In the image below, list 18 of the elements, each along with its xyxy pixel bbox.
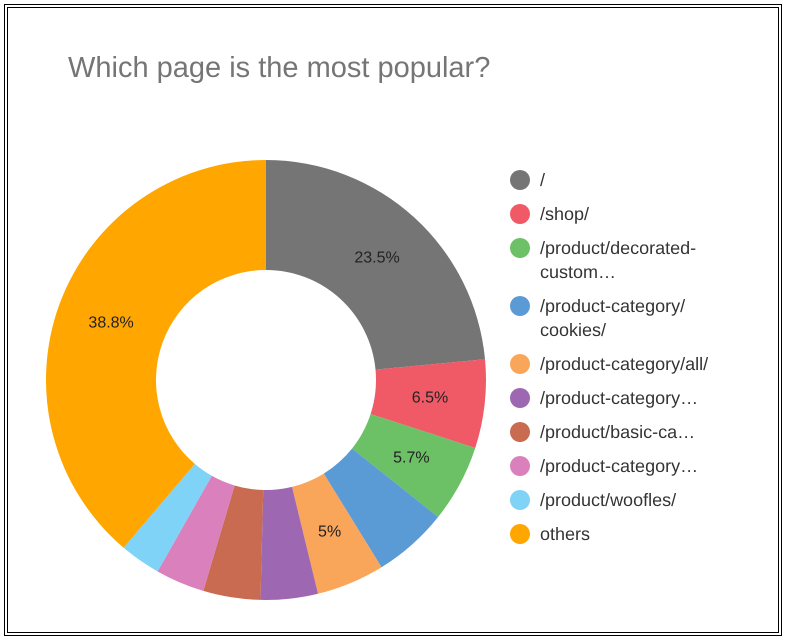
legend-label: /product/woofles/ xyxy=(540,489,678,512)
category-label: shop/ xyxy=(545,204,590,224)
legend-label: /product-category… xyxy=(540,387,700,410)
slice-label: / xyxy=(540,354,546,374)
slice-label: / xyxy=(540,296,546,316)
legend-label: others xyxy=(540,523,592,546)
data-label: 5% xyxy=(318,524,342,541)
legend-label: /product-category… xyxy=(540,455,700,478)
data-label: 38.8% xyxy=(88,314,134,332)
chart-title: Which page is the most popular? xyxy=(68,52,490,85)
legend-label: / xyxy=(540,169,546,192)
slice-label: / xyxy=(540,204,546,224)
slice-label: / xyxy=(540,238,546,258)
data-label: 23.5% xyxy=(354,249,400,266)
data-label: 6.5% xyxy=(412,390,448,407)
category-label: product-category/all/ xyxy=(545,354,708,374)
data-label: 5.7% xyxy=(393,450,430,467)
legend-label: /product/basic-ca… xyxy=(540,421,696,444)
